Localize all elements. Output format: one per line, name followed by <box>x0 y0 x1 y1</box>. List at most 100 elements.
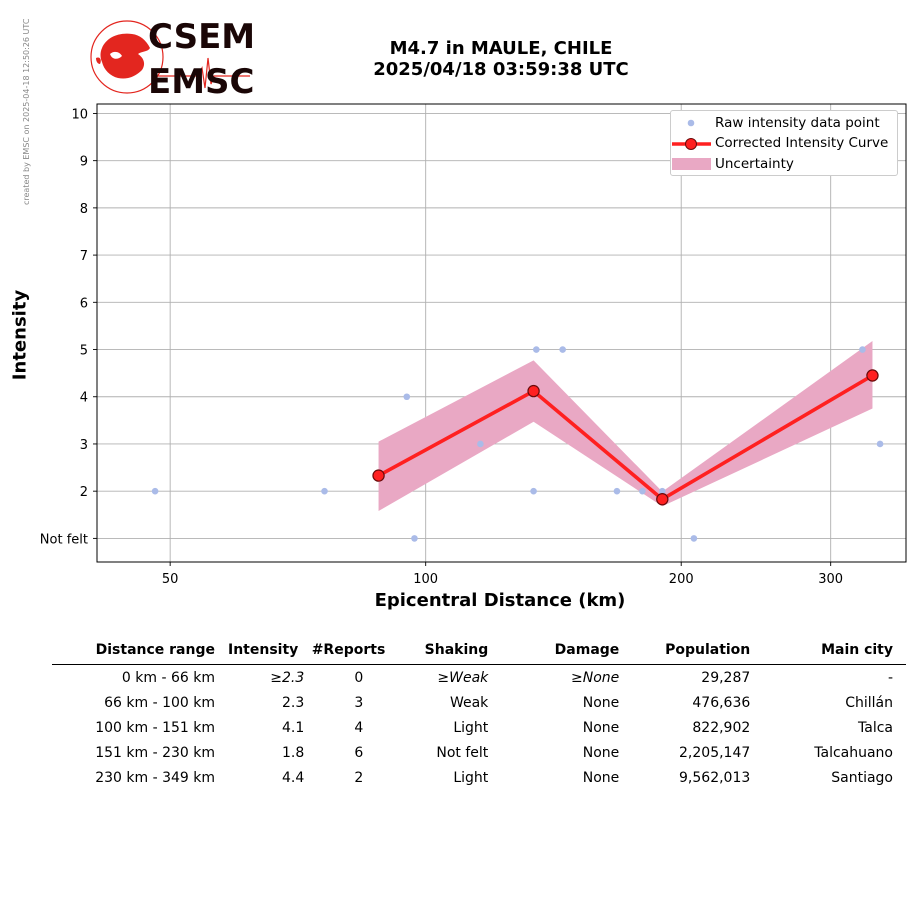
svg-text:CSEM: CSEM <box>148 18 255 57</box>
raw-data-point <box>613 487 621 495</box>
cell-population: 29,287 <box>701 669 751 686</box>
grid <box>97 104 906 562</box>
curve-point <box>866 369 879 382</box>
y-axis-label: Intensity <box>9 289 31 381</box>
x-tick-label: 100 <box>413 572 438 587</box>
cell-damage: None <box>582 744 620 761</box>
cell-shaking: ≥Weak <box>437 669 489 686</box>
cell-population: 476,636 <box>692 694 751 711</box>
y-tick-label: 10 <box>71 107 88 122</box>
intensity-table: Distance range Intensity #Reports Shakin… <box>52 641 906 790</box>
legend-item-uncertainty: Uncertainty <box>671 154 897 174</box>
cell-intensity: 2.3 <box>282 694 305 711</box>
raw-data-point <box>411 535 418 542</box>
raw-point-marker-icon <box>687 119 695 127</box>
uncertainty-area <box>378 341 873 512</box>
x-tick-label: 50 <box>162 572 179 587</box>
cell-shaking: Light <box>453 769 489 786</box>
cell-intensity: ≥2.3 <box>270 669 305 686</box>
cell-distance-range: 66 km - 100 km <box>104 694 215 711</box>
raw-data-point <box>859 346 866 353</box>
header-distance-range: Distance range <box>52 641 228 665</box>
y-tick-label: 7 <box>80 249 88 264</box>
header-reports: #Reports <box>311 641 399 665</box>
raw-data-point <box>639 487 646 495</box>
uncertainty-band <box>378 341 873 512</box>
svg-text:EMSC: EMSC <box>148 62 255 98</box>
cell-reports: 4 <box>354 719 364 736</box>
csem-emsc-logo: CSEM EMSC <box>90 18 255 98</box>
cell-main-city: Talca <box>858 719 893 736</box>
cell-damage: ≥None <box>571 669 620 686</box>
table-row: 66 km - 100 km 2.3 3 Weak None 476,636 C… <box>52 690 906 715</box>
y-tick-label: 5 <box>80 344 88 359</box>
table-row: 230 km - 349 km 4.4 2 Light None 9,562,0… <box>52 765 906 790</box>
cell-shaking: Not felt <box>436 744 489 761</box>
raw-data-point <box>559 346 566 353</box>
header-main-city: Main city <box>763 641 906 665</box>
table-header-row: Distance range Intensity #Reports Shakin… <box>52 641 906 665</box>
curve-marker-icon <box>672 138 711 150</box>
curve-point <box>656 493 669 506</box>
raw-data-point <box>690 535 698 542</box>
header-damage: Damage <box>501 641 633 665</box>
cell-reports: 0 <box>354 669 364 686</box>
cell-main-city: Santiago <box>831 769 893 786</box>
header-intensity: Intensity <box>228 641 312 665</box>
cell-shaking: Weak <box>449 694 489 711</box>
legend-item-curve: Corrected Intensity Curve <box>671 133 897 153</box>
title-line-2: 2025/04/18 03:59:38 UTC <box>373 59 629 80</box>
legend-label-curve: Corrected Intensity Curve <box>715 135 889 151</box>
x-tick-label: 200 <box>669 572 694 587</box>
y-tick-label: 9 <box>80 155 88 170</box>
cell-reports: 6 <box>354 744 364 761</box>
cell-damage: None <box>582 719 620 736</box>
cell-distance-range: 151 km - 230 km <box>95 744 215 761</box>
cell-population: 822,902 <box>692 719 751 736</box>
raw-data-point <box>477 440 484 448</box>
cell-distance-range: 0 km - 66 km <box>121 669 215 686</box>
cell-population: 2,205,147 <box>679 744 751 761</box>
cell-reports: 3 <box>354 694 364 711</box>
raw-data-point <box>533 346 540 353</box>
y-tick-label: 8 <box>80 202 88 217</box>
cell-intensity: 4.1 <box>282 719 305 736</box>
cell-population: 9,562,013 <box>679 769 751 786</box>
cell-reports: 2 <box>354 769 364 786</box>
x-tick-label: 300 <box>818 572 843 587</box>
cell-main-city: Chillán <box>845 694 893 711</box>
cell-distance-range: 100 km - 151 km <box>95 719 215 736</box>
table-row: 151 km - 230 km 1.8 6 Not felt None 2,20… <box>52 740 906 765</box>
y-tick-label: 3 <box>80 438 88 453</box>
uncertainty-swatch-icon <box>672 158 711 170</box>
cell-intensity: 1.8 <box>282 744 305 761</box>
corrected-curve <box>372 369 879 506</box>
legend: Raw intensity data point Corrected Inten… <box>670 110 898 176</box>
cell-distance-range: 230 km - 349 km <box>95 769 215 786</box>
x-axis-label: Epicentral Distance (km) <box>374 590 626 611</box>
table-row: 0 km - 66 km ≥2.3 0 ≥Weak ≥None 29,287 - <box>52 665 906 691</box>
plot-frame <box>96 103 907 563</box>
y-tick-label: 2 <box>80 485 88 500</box>
y-tick-label: Not felt <box>40 532 88 547</box>
table-row: 100 km - 151 km 4.1 4 Light None 822,902… <box>52 715 906 740</box>
raw-data-point <box>659 487 666 495</box>
cell-main-city: Talcahuano <box>814 744 893 761</box>
legend-item-raw: Raw intensity data point <box>671 113 897 133</box>
cell-main-city: - <box>887 669 893 686</box>
raw-data-point <box>530 487 537 495</box>
cell-damage: None <box>582 769 620 786</box>
axes: Not felt 2 3 4 5 6 7 8 9 10 50 100 200 300 <box>40 103 907 587</box>
corrected-curve-line <box>377 373 874 502</box>
curve-point <box>372 469 385 482</box>
cell-shaking: Light <box>453 719 489 736</box>
y-tick-label: 6 <box>80 296 88 311</box>
raw-data-point <box>403 393 411 401</box>
cell-intensity: 4.4 <box>282 769 305 786</box>
intensity-chart: Not felt 2 3 4 5 6 7 8 9 10 50 100 200 300 <box>40 103 907 587</box>
header-population: Population <box>632 641 764 665</box>
legend-label-uncertainty: Uncertainty <box>715 156 794 172</box>
curve-point <box>527 384 540 398</box>
chart-title: M4.7 in MAULE, CHILE 2025/04/18 03:59:38… <box>300 38 702 80</box>
raw-points <box>151 346 884 542</box>
